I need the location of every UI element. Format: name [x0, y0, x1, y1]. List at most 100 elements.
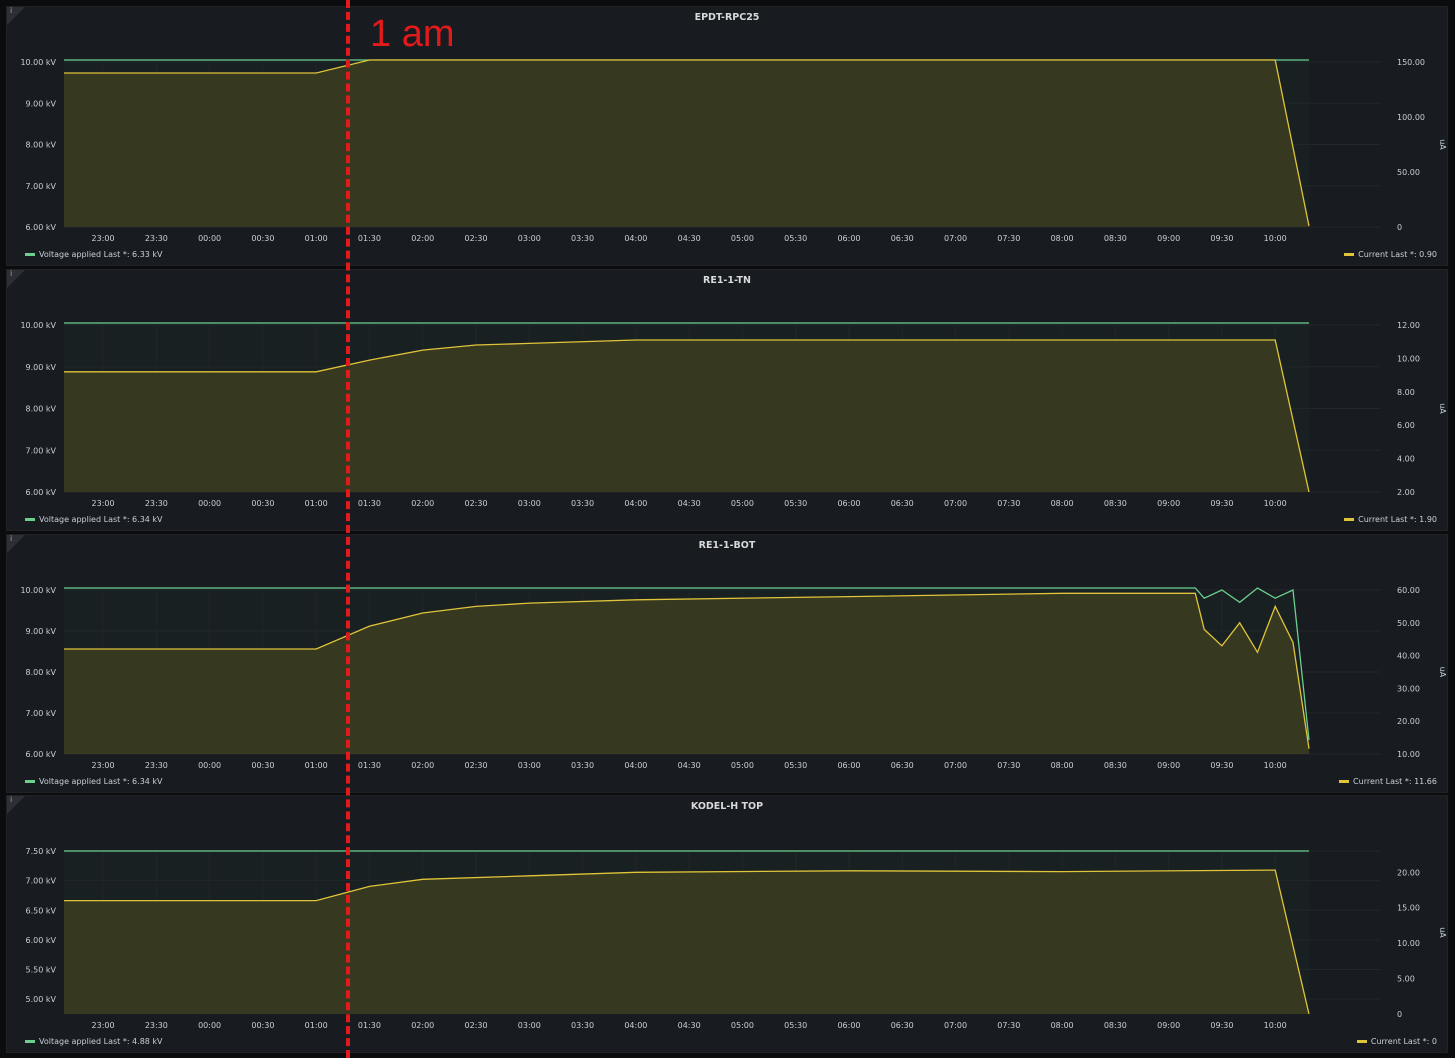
y-left-tick-label: 7.00 kV: [26, 182, 57, 191]
current-series-line: [64, 592, 1310, 749]
panel-title[interactable]: RE1-1-BOT: [698, 540, 756, 551]
y-left-tick-label: 7.00 kV: [26, 877, 57, 886]
x-tick-label: 07:30: [997, 499, 1020, 508]
legend-voltage[interactable]: Voltage applied Last *: 6.34 kV: [25, 515, 163, 524]
x-tick-label: 02:30: [464, 1021, 487, 1030]
one-am-marker-line: [346, 0, 350, 1058]
x-tick-label: 00:00: [198, 234, 221, 243]
x-tick-label: 08:30: [1104, 499, 1127, 508]
x-tick-label: 10:00: [1264, 1021, 1287, 1030]
chart-panel-2: i RE1-1-BOT 10.00 kV 9.00 kV 8.00 kV 7.00 kV 6…: [6, 534, 1448, 793]
x-tick-label: 07:00: [944, 1021, 967, 1030]
x-tick-label: 08:00: [1051, 1021, 1074, 1030]
legend-stat: Last *: 0: [1403, 1037, 1437, 1046]
x-tick-label: 01:00: [305, 499, 328, 508]
x-tick-label: 23:30: [145, 234, 168, 243]
x-tick-label: 02:00: [411, 1021, 434, 1030]
x-tick-label: 00:00: [198, 499, 221, 508]
y-right-axis-label: uA: [1438, 139, 1447, 150]
x-tick-label: 08:30: [1104, 234, 1127, 243]
x-tick-label: 02:30: [464, 761, 487, 770]
y-right-tick-label: 10.00: [1397, 750, 1420, 759]
y-left-tick-label: 10.00 kV: [20, 321, 56, 330]
legend-swatch: [1344, 518, 1355, 521]
y-left-tick-label: 5.50 kV: [26, 966, 57, 975]
x-tick-label: 01:30: [358, 1021, 381, 1030]
y-left-tick-label: 5.00 kV: [26, 995, 57, 1004]
legend-voltage[interactable]: Voltage applied Last *: 6.34 kV: [25, 777, 163, 786]
x-tick-label: 02:00: [411, 499, 434, 508]
legend-current[interactable]: Current Last *: 11.66: [1339, 777, 1437, 786]
legend-stat: Last *: 0.90: [1390, 250, 1437, 259]
y-right-tick-label: 150.00: [1397, 58, 1425, 67]
x-tick-label: 05:00: [731, 761, 754, 770]
legend-current[interactable]: Current Last *: 0.90: [1344, 250, 1437, 259]
chart-svg: 10.00 kV 9.00 kV 8.00 kV 7.00 kV 6.00 kV 12.0…: [20, 321, 1447, 508]
x-tick-label: 08:30: [1104, 761, 1127, 770]
x-tick-label: 05:30: [784, 1021, 807, 1030]
x-tick-label: 09:00: [1157, 1021, 1180, 1030]
y-left-tick-label: 9.00 kV: [26, 627, 57, 636]
legend-current[interactable]: Current Last *: 0: [1356, 1037, 1437, 1046]
x-tick-label: 03:30: [571, 234, 594, 243]
x-tick-label: 09:30: [1210, 761, 1233, 770]
x-tick-label: 01:00: [305, 1021, 328, 1030]
x-tick-label: 00:30: [251, 761, 274, 770]
legend-label: Voltage applied: [39, 515, 102, 524]
legend-swatch: [1339, 780, 1350, 783]
legend-swatch: [1344, 253, 1355, 256]
x-tick-label: 03:00: [518, 234, 541, 243]
x-tick-label: 06:30: [891, 499, 914, 508]
y-left-tick-label: 7.50 kV: [26, 847, 57, 856]
x-tick-label: 00:00: [198, 1021, 221, 1030]
panel-info-icon[interactable]: i: [7, 534, 25, 553]
panel-info-icon[interactable]: i: [7, 6, 25, 25]
y-right-tick-label: 40.00: [1397, 652, 1420, 661]
y-left-tick-label: 10.00 kV: [20, 586, 56, 595]
x-tick-label: 23:30: [145, 1021, 168, 1030]
legend-label: Voltage applied: [39, 1037, 102, 1046]
x-tick-label: 03:30: [571, 499, 594, 508]
x-tick-label: 09:30: [1210, 1021, 1233, 1030]
panel-title[interactable]: EPDT-RPC25: [694, 12, 760, 23]
legend-current[interactable]: Current Last *: 1.90: [1344, 515, 1437, 524]
panel-info-icon[interactable]: i: [7, 795, 25, 814]
x-tick-label: 04:00: [624, 499, 647, 508]
legend-voltage[interactable]: Voltage applied Last *: 6.33 kV: [25, 250, 163, 259]
y-right-tick-label: 50.00: [1397, 168, 1420, 177]
legend-stat: Last *: 6.34 kV: [103, 777, 163, 786]
legend-stat: Last *: 1.90: [1390, 515, 1437, 524]
x-tick-label: 03:00: [518, 1021, 541, 1030]
legend-label: Voltage applied: [39, 250, 102, 259]
x-tick-label: 02:00: [411, 234, 434, 243]
panel-info-icon[interactable]: i: [7, 269, 25, 288]
y-left-tick-label: 9.00 kV: [26, 363, 57, 372]
legend-swatch: [25, 780, 35, 783]
x-tick-label: 04:30: [678, 1021, 701, 1030]
panel-title[interactable]: KODEL-H TOP: [690, 801, 764, 812]
y-left-tick-label: 6.00 kV: [26, 488, 57, 497]
x-tick-label: 05:00: [731, 499, 754, 508]
x-tick-label: 04:30: [678, 499, 701, 508]
y-right-tick-label: 50.00: [1397, 619, 1420, 628]
current-area: [64, 593, 1309, 754]
legend-voltage[interactable]: Voltage applied Last *: 4.88 kV: [25, 1037, 163, 1046]
x-tick-label: 07:30: [997, 1021, 1020, 1030]
x-tick-label: 02:00: [411, 761, 434, 770]
y-right-tick-label: 30.00: [1397, 684, 1420, 693]
current-area: [64, 870, 1309, 1014]
x-tick-label: 07:30: [997, 761, 1020, 770]
chart-panel-1: i RE1-1-TN 10.00 kV 9.00 kV 8.00 kV 7.00 kV 6.…: [6, 269, 1448, 531]
x-tick-label: 06:00: [837, 234, 860, 243]
x-tick-label: 23:30: [145, 499, 168, 508]
x-tick-label: 06:00: [837, 499, 860, 508]
y-right-tick-label: 4.00: [1397, 455, 1415, 464]
x-tick-label: 03:00: [518, 499, 541, 508]
panel-title[interactable]: RE1-1-TN: [703, 275, 751, 286]
chart-svg: 10.00 kV 9.00 kV 8.00 kV 7.00 kV 6.00 kV 150.…: [20, 58, 1447, 243]
x-tick-label: 07:00: [944, 499, 967, 508]
x-tick-label: 01:30: [358, 761, 381, 770]
y-right-tick-label: 6.00: [1397, 421, 1415, 430]
one-am-marker-label: 1 am: [370, 13, 455, 55]
x-tick-label: 10:00: [1264, 761, 1287, 770]
